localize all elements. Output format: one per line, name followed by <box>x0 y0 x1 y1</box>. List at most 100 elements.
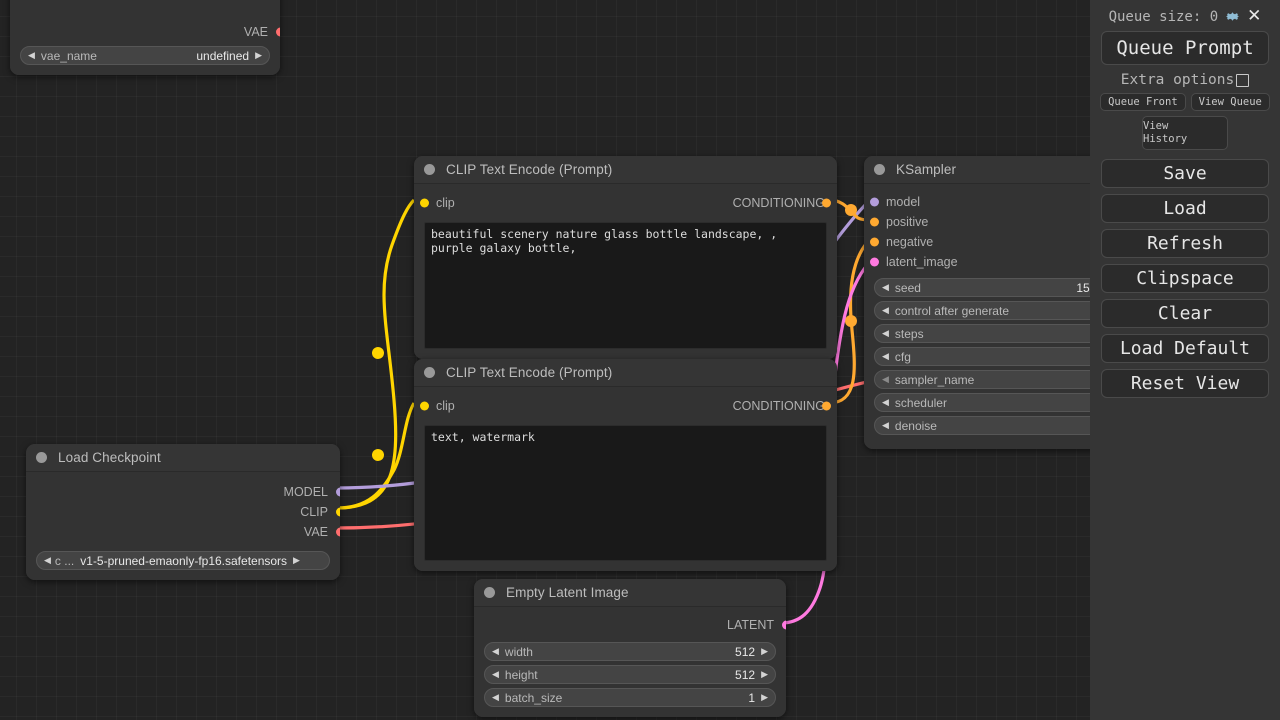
node-clip-text-encode-negative[interactable]: CLIP Text Encode (Prompt) clip CONDITION… <box>414 359 837 571</box>
chevron-left-icon[interactable]: ◀ <box>882 328 889 338</box>
collapse-toggle-icon[interactable] <box>36 452 47 463</box>
output-port-vae[interactable]: VAE <box>10 22 280 42</box>
slot-vae-out[interactable] <box>275 27 280 37</box>
collapse-toggle-icon[interactable] <box>874 164 885 175</box>
extra-options-row: Extra options <box>1121 72 1250 88</box>
widget-control-after-generate[interactable]: ◀ control after generate ran ▶ <box>874 301 1090 320</box>
chevron-left-icon[interactable]: ◀ <box>882 374 889 384</box>
load-button[interactable]: Load <box>1101 194 1269 224</box>
extra-options-checkbox[interactable] <box>1236 73 1250 87</box>
output-port-model[interactable]: MODEL <box>26 482 340 502</box>
widget-ckpt-name[interactable]: ◀ c ... v1-5-pruned-emaonly-fp16.safeten… <box>36 551 330 570</box>
widget-steps[interactable]: ◀ steps <box>874 324 1090 343</box>
collapse-toggle-icon[interactable] <box>424 367 435 378</box>
collapse-toggle-icon[interactable] <box>424 164 435 175</box>
chevron-left-icon[interactable]: ◀ <box>882 282 889 292</box>
chevron-right-icon[interactable]: ▶ <box>761 669 768 679</box>
widget-seed[interactable]: ◀ seed 1566802087 ▶ <box>874 278 1090 297</box>
output-port-clip[interactable]: CLIP <box>26 502 340 522</box>
node-load-checkpoint[interactable]: Load Checkpoint MODEL CLIP VAE ◀ c ... <box>26 444 340 580</box>
queue-front-button[interactable]: Queue Front <box>1100 93 1186 111</box>
slot-model-out[interactable] <box>335 487 340 497</box>
queue-size-label: Queue size: 0 <box>1108 8 1219 25</box>
link-dot-conditioning-positive <box>845 204 857 216</box>
input-port-model[interactable]: model <box>864 192 1090 212</box>
slot-conditioning-out[interactable] <box>822 198 831 208</box>
node-vae-loader[interactable]: VAE ◀ vae_name undefined ▶ <box>10 0 280 75</box>
chevron-left-icon[interactable]: ◀ <box>492 669 499 679</box>
chevron-left-icon[interactable]: ◀ <box>44 555 51 565</box>
queue-prompt-button[interactable]: Queue Prompt <box>1101 31 1269 65</box>
link-dot-conditioning-negative <box>845 315 857 327</box>
chevron-left-icon[interactable]: ◀ <box>882 420 889 430</box>
refresh-button[interactable]: Refresh <box>1101 229 1269 259</box>
comfy-menu-sidebar: Queue size: 0 ✕ Queue Prompt Extra optio… <box>1090 0 1280 720</box>
chevron-left-icon[interactable]: ◀ <box>492 646 499 656</box>
slot-latent-image-in[interactable] <box>870 257 879 267</box>
chevron-left-icon[interactable]: ◀ <box>28 50 35 60</box>
node-empty-latent-image[interactable]: Empty Latent Image LATENT ◀ width 512 ▶ … <box>474 579 786 717</box>
clear-button[interactable]: Clear <box>1101 299 1269 329</box>
chevron-right-icon[interactable]: ▶ <box>255 50 262 60</box>
output-port-latent[interactable]: LATENT <box>474 615 786 635</box>
input-port-positive[interactable]: positive <box>864 212 1090 232</box>
node-clip-positive-header[interactable]: CLIP Text Encode (Prompt) <box>414 156 837 184</box>
slot-negative-in[interactable] <box>870 237 879 247</box>
slot-clip-in[interactable] <box>420 198 429 208</box>
view-history-button[interactable]: View History <box>1142 116 1228 151</box>
input-port-latent-image[interactable]: latent_image <box>864 252 1090 272</box>
node-ksampler-body: model positive negative latent_image ◀ s… <box>864 184 1090 449</box>
chevron-right-icon[interactable]: ▶ <box>293 555 300 565</box>
save-button[interactable]: Save <box>1101 159 1269 189</box>
gear-icon[interactable] <box>1224 8 1241 25</box>
widget-batch-size[interactable]: ◀ batch_size 1 ▶ <box>484 688 776 707</box>
node-empty-latent-header[interactable]: Empty Latent Image <box>474 579 786 607</box>
widget-sampler-name[interactable]: ◀ sampler_name <box>874 370 1090 389</box>
node-ksampler[interactable]: KSampler model positive negative latent <box>864 156 1090 449</box>
widget-scheduler[interactable]: ◀ scheduler <box>874 393 1090 412</box>
node-ksampler-header[interactable]: KSampler <box>864 156 1090 184</box>
node-graph-canvas[interactable]: VAE ◀ vae_name undefined ▶ CLIP Text Enc… <box>0 0 1090 720</box>
chevron-left-icon[interactable]: ◀ <box>882 397 889 407</box>
load-default-button[interactable]: Load Default <box>1101 334 1269 364</box>
slot-clip-out[interactable] <box>335 507 340 517</box>
chevron-left-icon[interactable]: ◀ <box>882 305 889 315</box>
port-row-clip-positive: clip CONDITIONING <box>414 190 837 216</box>
slot-vae-out[interactable] <box>335 527 340 537</box>
slot-latent-out[interactable] <box>781 620 786 630</box>
chevron-left-icon[interactable]: ◀ <box>882 351 889 361</box>
slot-model-in[interactable] <box>870 197 879 207</box>
widget-cfg[interactable]: ◀ cfg <box>874 347 1090 366</box>
node-clip-text-encode-positive[interactable]: CLIP Text Encode (Prompt) clip CONDITION… <box>414 156 837 359</box>
node-load-checkpoint-header[interactable]: Load Checkpoint <box>26 444 340 472</box>
node-empty-latent-body: LATENT ◀ width 512 ▶ ◀ height 512 ▶ ◀ <box>474 607 786 717</box>
reset-view-button[interactable]: Reset View <box>1101 369 1269 399</box>
queue-status-row: Queue size: 0 ✕ <box>1098 8 1272 25</box>
widget-width[interactable]: ◀ width 512 ▶ <box>484 642 776 661</box>
extra-options-label: Extra options <box>1120 72 1235 88</box>
clipspace-button[interactable]: Clipspace <box>1101 264 1269 294</box>
chevron-right-icon[interactable]: ▶ <box>761 692 768 702</box>
collapse-toggle-icon[interactable] <box>484 587 495 598</box>
view-queue-button[interactable]: View Queue <box>1190 93 1270 111</box>
link-clip-positive <box>336 198 416 510</box>
widget-denoise[interactable]: ◀ denoise <box>874 416 1090 435</box>
node-clip-negative-body: clip CONDITIONING text, watermark <box>414 387 837 571</box>
widget-vae-name[interactable]: ◀ vae_name undefined ▶ <box>20 46 270 65</box>
chevron-right-icon[interactable]: ▶ <box>761 646 768 656</box>
input-port-negative[interactable]: negative <box>864 232 1090 252</box>
prompt-textarea-negative[interactable]: text, watermark <box>424 425 827 561</box>
close-icon[interactable]: ✕ <box>1247 6 1262 26</box>
node-clip-negative-header[interactable]: CLIP Text Encode (Prompt) <box>414 359 837 387</box>
link-clip-negative <box>336 402 416 510</box>
widget-height[interactable]: ◀ height 512 ▶ <box>484 665 776 684</box>
prompt-textarea-positive[interactable]: beautiful scenery nature glass bottle la… <box>424 222 827 349</box>
slot-clip-in[interactable] <box>420 401 429 411</box>
slot-conditioning-out[interactable] <box>822 401 831 411</box>
node-vae-loader-body: VAE ◀ vae_name undefined ▶ <box>10 0 280 75</box>
slot-positive-in[interactable] <box>870 217 879 227</box>
queue-controls-row: Queue Front View Queue <box>1100 93 1270 111</box>
chevron-left-icon[interactable]: ◀ <box>492 692 499 702</box>
output-port-vae[interactable]: VAE <box>26 522 340 542</box>
link-dot-clip-positive <box>372 347 384 359</box>
